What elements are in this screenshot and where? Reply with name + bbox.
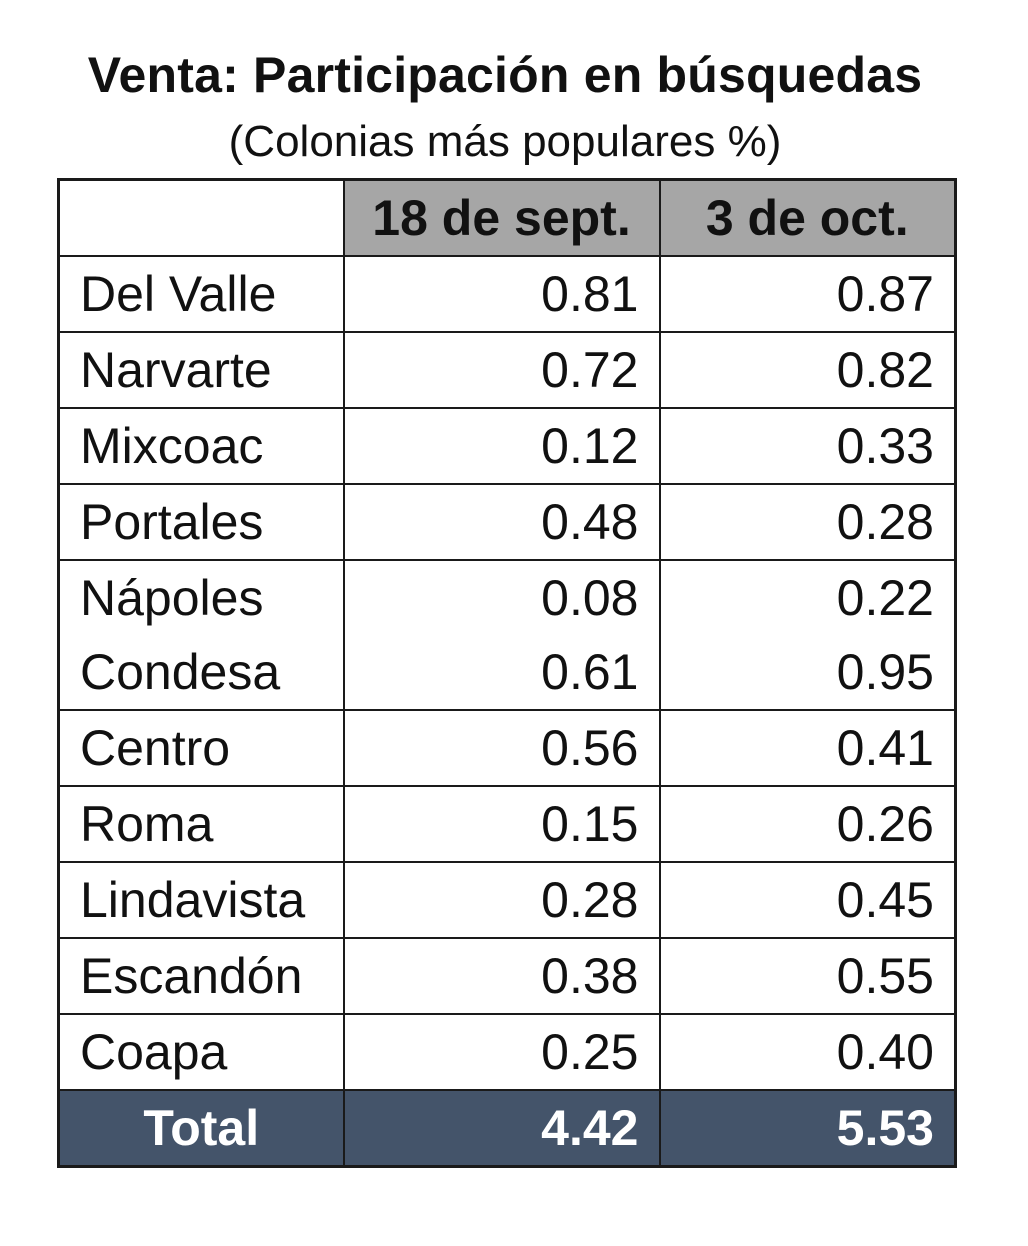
value-sept: 0.12 (342, 407, 661, 485)
data-table: 18 de sept. 3 de oct. Del Valle 0.81 0.8… (57, 178, 957, 1168)
total-label: Total (57, 1089, 345, 1168)
row-label: Roma (57, 785, 345, 863)
column-header-oct: 3 de oct. (658, 178, 957, 257)
value-sept: 0.56 (342, 709, 661, 787)
table-row: Narvarte 0.72 0.82 (57, 331, 957, 409)
value-oct: 0.22 (658, 559, 957, 635)
table-subtitle: (Colonias más populares %) (228, 117, 782, 166)
total-row: Total 4.42 5.53 (57, 1089, 957, 1168)
row-label: Lindavista (57, 861, 345, 939)
value-sept: 0.38 (342, 937, 661, 1015)
header-blank-cell (57, 178, 345, 257)
value-oct: 0.28 (658, 483, 957, 561)
table-row: Coapa 0.25 0.40 (57, 1013, 957, 1091)
value-oct: 0.33 (658, 407, 957, 485)
table-row: Lindavista 0.28 0.45 (57, 861, 957, 939)
total-value-oct: 5.53 (658, 1089, 957, 1168)
value-oct: 0.40 (658, 1013, 957, 1091)
value-sept: 0.28 (342, 861, 661, 939)
row-label: Coapa (57, 1013, 345, 1091)
value-sept: 0.15 (342, 785, 661, 863)
row-label: Narvarte (57, 331, 345, 409)
row-label: Escandón (57, 937, 345, 1015)
value-oct: 0.41 (658, 709, 957, 787)
table-row: Portales 0.48 0.28 (57, 483, 957, 561)
value-oct: 0.95 (658, 635, 957, 711)
table-row: Nápoles 0.08 0.22 (57, 559, 957, 635)
value-oct: 0.87 (658, 255, 957, 333)
value-oct: 0.55 (658, 937, 957, 1015)
header-row: 18 de sept. 3 de oct. (57, 178, 957, 257)
value-sept: 0.72 (342, 331, 661, 409)
total-value-sept: 4.42 (342, 1089, 661, 1168)
table-row: Escandón 0.38 0.55 (57, 937, 957, 1015)
value-sept: 0.25 (342, 1013, 661, 1091)
row-label: Nápoles (57, 559, 345, 635)
table-row: Del Valle 0.81 0.87 (57, 255, 957, 333)
table-row: Centro 0.56 0.41 (57, 709, 957, 787)
row-label: Condesa (57, 635, 345, 711)
value-sept: 0.08 (342, 559, 661, 635)
value-oct: 0.82 (658, 331, 957, 409)
value-oct: 0.45 (658, 861, 957, 939)
table-title: Venta: Participación en búsquedas (87, 47, 923, 103)
value-sept: 0.48 (342, 483, 661, 561)
row-label: Centro (57, 709, 345, 787)
row-label: Portales (57, 483, 345, 561)
value-oct: 0.26 (658, 785, 957, 863)
table-row: Condesa 0.61 0.95 (57, 635, 957, 711)
column-header-sept: 18 de sept. (342, 178, 661, 257)
table-body: Del Valle 0.81 0.87 Narvarte 0.72 0.82 M… (57, 255, 957, 1168)
table-row: Roma 0.15 0.26 (57, 785, 957, 863)
row-label: Del Valle (57, 255, 345, 333)
value-sept: 0.81 (342, 255, 661, 333)
row-label: Mixcoac (57, 407, 345, 485)
table-row: Mixcoac 0.12 0.33 (57, 407, 957, 485)
value-sept: 0.61 (342, 635, 661, 711)
